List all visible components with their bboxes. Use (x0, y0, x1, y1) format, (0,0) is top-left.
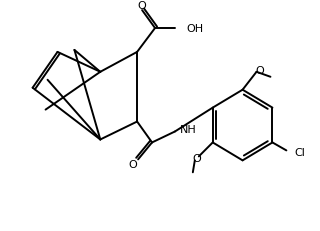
Text: O: O (192, 154, 201, 164)
Text: NH: NH (180, 124, 197, 134)
Text: O: O (129, 160, 138, 170)
Text: OH: OH (187, 24, 204, 34)
Text: O: O (255, 66, 264, 76)
Text: Cl: Cl (294, 148, 305, 158)
Text: O: O (138, 1, 147, 11)
